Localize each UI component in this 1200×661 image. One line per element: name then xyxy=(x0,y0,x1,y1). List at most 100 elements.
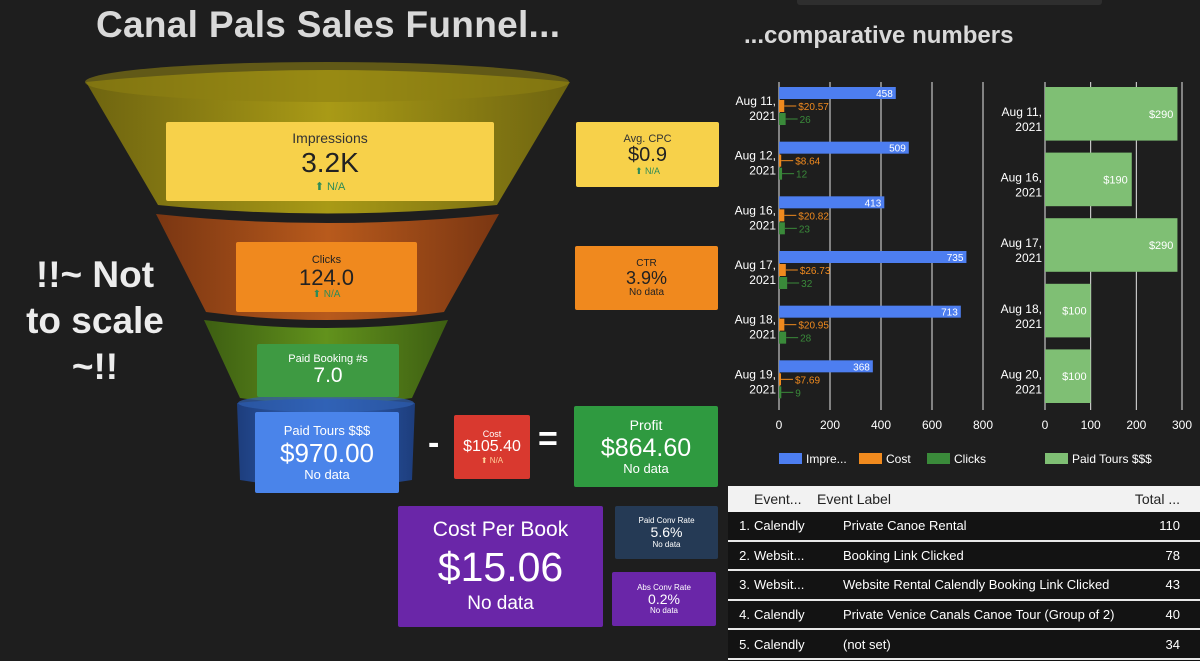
paid-conv-rate-value: 5.6% xyxy=(650,524,683,541)
cost-per-book-label: Cost Per Book xyxy=(432,517,569,541)
chart2-legend-swatch xyxy=(1045,453,1068,464)
chart1-category-label: Aug 19, xyxy=(735,367,776,381)
avg-cpc-scorecard[interactable]: Avg. CPC $0.9 ⬆ N/A xyxy=(576,122,719,187)
chart1-category-label: 2021 xyxy=(749,109,776,123)
paid-conv-rate-scorecard[interactable]: Paid Conv Rate 5.6% No data xyxy=(615,506,718,559)
chart2-data-label: $100 xyxy=(1062,306,1086,318)
chart1-bar xyxy=(779,360,873,373)
chart2-bar xyxy=(1045,283,1091,338)
chart1-data-label: 23 xyxy=(799,224,811,235)
table-row[interactable]: 4. Calendly Private Venice Canals Canoe … xyxy=(728,601,1200,631)
chart1-legend-swatch xyxy=(927,453,950,464)
chart2-data-label: $290 xyxy=(1149,240,1173,252)
paid-tours-value: $970.00 xyxy=(280,437,374,468)
chart2-category-label: Aug 17, xyxy=(1001,236,1042,250)
chart1-bar xyxy=(779,196,885,209)
table-header-row: Event... Event Label Total ... xyxy=(728,486,1200,512)
chart1-data-label: $20.82 xyxy=(798,211,829,222)
chart1-bar xyxy=(779,373,781,386)
chart1-legend-label: Cost xyxy=(886,452,911,466)
chart1-x-tick: 0 xyxy=(776,418,783,432)
chart2-bar xyxy=(1045,218,1178,272)
chart2-legend-label: Paid Tours $$$ xyxy=(1072,452,1152,466)
chart1-bar xyxy=(779,251,967,263)
chart2-category-label: 2021 xyxy=(1015,251,1042,265)
row-index: 4. xyxy=(739,607,750,623)
clicks-scorecard[interactable]: Clicks 124.0 ⬆ N/A xyxy=(236,242,417,312)
chart2-category-label: Aug 20, xyxy=(1001,367,1042,381)
chart1-bar xyxy=(779,318,785,331)
funnel-rim xyxy=(85,62,569,102)
chart1-bar xyxy=(779,264,786,276)
chart2-category-label: Aug 16, xyxy=(1001,171,1042,185)
chart1-data-label: 32 xyxy=(801,279,813,290)
cost-value: $105.40 xyxy=(463,438,521,456)
chart1-x-tick: 200 xyxy=(820,418,840,432)
page-title: Canal Pals Sales Funnel... xyxy=(96,4,561,45)
chart1-legend-label: Clicks xyxy=(954,452,986,466)
chart1-data-label: 413 xyxy=(865,198,882,209)
cost-per-book-scorecard[interactable]: Cost Per Book $15.06 No data xyxy=(398,506,603,627)
top-scroll-bar xyxy=(797,0,1102,5)
row-total: 78 xyxy=(1165,547,1180,563)
table-row[interactable]: 1. Calendly Private Canoe Rental 110 xyxy=(728,512,1200,542)
chart1-category-label: 2021 xyxy=(749,382,776,396)
row-index: 3. xyxy=(739,577,750,593)
ctr-value: 3.9% xyxy=(625,267,668,288)
paid-tours-scorecard[interactable]: Paid Tours $$$ $970.00 No data xyxy=(255,412,399,493)
row-index: 2. xyxy=(739,547,750,563)
chart2-category-label: 2021 xyxy=(1015,317,1042,331)
chart1-bar xyxy=(779,222,785,235)
row-total: 34 xyxy=(1165,636,1180,652)
impressions-scorecard[interactable]: Impressions 3.2K ⬆ N/A xyxy=(166,122,494,201)
chart1-legend-swatch xyxy=(859,453,882,464)
events-table: Event... Event Label Total ... 1. Calend… xyxy=(728,486,1200,661)
chart1-data-label: $26.73 xyxy=(800,266,831,277)
chart2-bar xyxy=(1045,349,1091,403)
not-to-scale-note: !!~ Not to scale ~!! xyxy=(26,254,164,387)
ctr-scorecard[interactable]: CTR 3.9% No data xyxy=(575,246,718,310)
table-row[interactable]: 2. Websit... Booking Link Clicked 78 xyxy=(728,542,1200,572)
table-row[interactable]: 3. Websit... Website Rental Calendly Boo… xyxy=(728,571,1200,601)
chart1-bar xyxy=(779,209,785,222)
row-label: Booking Link Clicked xyxy=(843,547,964,563)
chart1-category-label: Aug 16, xyxy=(735,203,776,217)
avg-cpc-label: Avg. CPC xyxy=(623,132,672,145)
ctr-subtext: No data xyxy=(628,287,665,299)
chart2-data-label: $100 xyxy=(1062,371,1086,383)
header-total[interactable]: Total ... xyxy=(1134,491,1180,507)
chart1-bar xyxy=(779,167,783,180)
chart2-x-tick: 300 xyxy=(1172,418,1192,432)
chart1-data-label: 9 xyxy=(795,388,801,399)
chart2-data-label: $190 xyxy=(1103,174,1127,186)
profit-scorecard[interactable]: Profit $864.60 No data xyxy=(574,406,718,487)
chart1-data-label: 26 xyxy=(800,115,812,126)
cost-trend: ⬆ N/A xyxy=(480,455,504,465)
chart1-category-label: Aug 11, xyxy=(736,94,776,108)
chart1-bar xyxy=(779,87,896,99)
table-row[interactable]: 5. Calendly (not set) 34 xyxy=(728,630,1200,660)
row-index: 1. xyxy=(739,518,750,534)
chart1-data-label: $20.57 xyxy=(798,102,829,113)
paid-tours-label: Paid Tours $$$ xyxy=(283,422,371,438)
chart1-bar xyxy=(779,277,788,289)
paid-tours-subtext: No data xyxy=(304,467,350,483)
paid-conv-rate-label: Paid Conv Rate xyxy=(638,516,695,526)
header-event-label[interactable]: Event Label xyxy=(817,491,891,507)
cost-scorecard[interactable]: Cost $105.40 ⬆ N/A xyxy=(454,415,530,479)
abs-conv-rate-scorecard[interactable]: Abs Conv Rate 0.2% No data xyxy=(612,572,716,626)
chart1-legend-swatch xyxy=(779,453,802,464)
row-label: (not set) xyxy=(843,636,891,652)
row-label: Private Canoe Rental xyxy=(843,518,967,534)
equals-operator: = xyxy=(538,420,558,458)
avg-cpc-value: $0.9 xyxy=(628,143,667,166)
chart1-category-label: 2021 xyxy=(749,273,776,287)
chart1-bar xyxy=(779,141,909,154)
comparative-title: ...comparative numbers xyxy=(744,22,1014,49)
chart2-category-label: 2021 xyxy=(1015,382,1042,396)
chart1-x-tick: 400 xyxy=(871,418,891,432)
chart2-x-tick: 100 xyxy=(1081,418,1101,432)
paid-booking-scorecard[interactable]: Paid Booking #s 7.0 xyxy=(257,344,399,397)
header-event-category[interactable]: Event... xyxy=(754,491,802,507)
chart1-data-label: $7.69 xyxy=(795,375,820,386)
